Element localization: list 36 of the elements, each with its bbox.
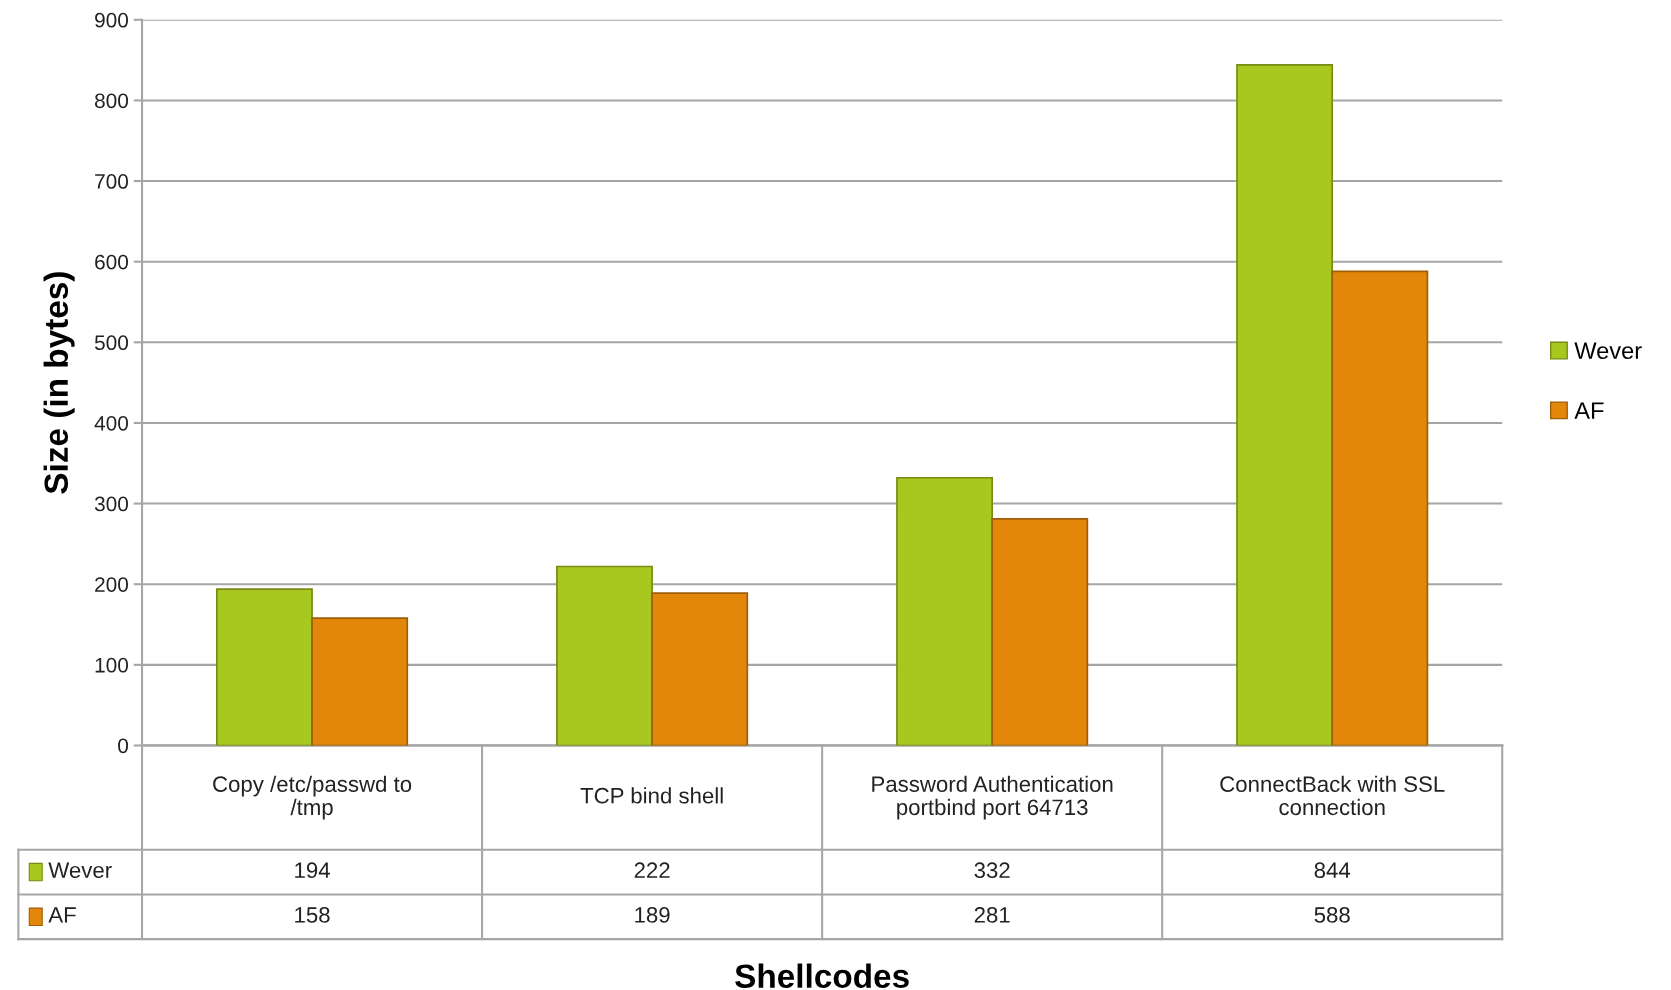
y-tick-label: 500 bbox=[94, 335, 129, 351]
x-tick-label: Password Authentication portbind port 64713 bbox=[872, 775, 1113, 820]
x-tick-label: Copy /etc/passwd to /tmp bbox=[213, 775, 412, 820]
y-tick-label: 800 bbox=[94, 93, 129, 109]
bar bbox=[651, 592, 749, 746]
y-tick-label: 100 bbox=[95, 657, 129, 673]
y-tick-label: 0 bbox=[118, 738, 129, 754]
bar bbox=[556, 565, 653, 746]
y-tick-label: 200 bbox=[95, 577, 129, 592]
data-label: 189 bbox=[635, 907, 670, 923]
y-tick-label: 300 bbox=[94, 496, 129, 512]
bar bbox=[1331, 270, 1429, 746]
data-label: 332 bbox=[974, 862, 1010, 879]
bar bbox=[991, 518, 1089, 746]
data-label: 222 bbox=[634, 862, 670, 878]
bar bbox=[1236, 64, 1334, 746]
data-label: 158 bbox=[295, 907, 330, 923]
data-label: 588 bbox=[1314, 907, 1350, 923]
y-tick-label: 600 bbox=[95, 254, 129, 270]
y-tick-label: 900 bbox=[95, 12, 129, 28]
bar bbox=[216, 588, 313, 746]
bar bbox=[896, 476, 993, 746]
data-label: 194 bbox=[295, 862, 330, 879]
legend-label: AF bbox=[1574, 402, 1604, 419]
y-tick-label: 400 bbox=[94, 415, 129, 431]
data-label: 844 bbox=[1314, 862, 1351, 879]
data-label: 281 bbox=[974, 907, 1010, 923]
text: AF bbox=[48, 907, 76, 923]
y-axis-title: Size (in bytes) bbox=[43, 272, 75, 494]
y-tick-label: 700 bbox=[95, 174, 129, 189]
x-axis-title: Shellcodes bbox=[735, 963, 909, 989]
text: Wever bbox=[1574, 342, 1642, 360]
x-tick-label: TCP bind shell bbox=[580, 787, 723, 804]
bar bbox=[311, 617, 409, 746]
legend-label: Wever bbox=[48, 862, 112, 879]
x-tick-label: ConnectBack with SSL connection bbox=[1220, 775, 1445, 816]
